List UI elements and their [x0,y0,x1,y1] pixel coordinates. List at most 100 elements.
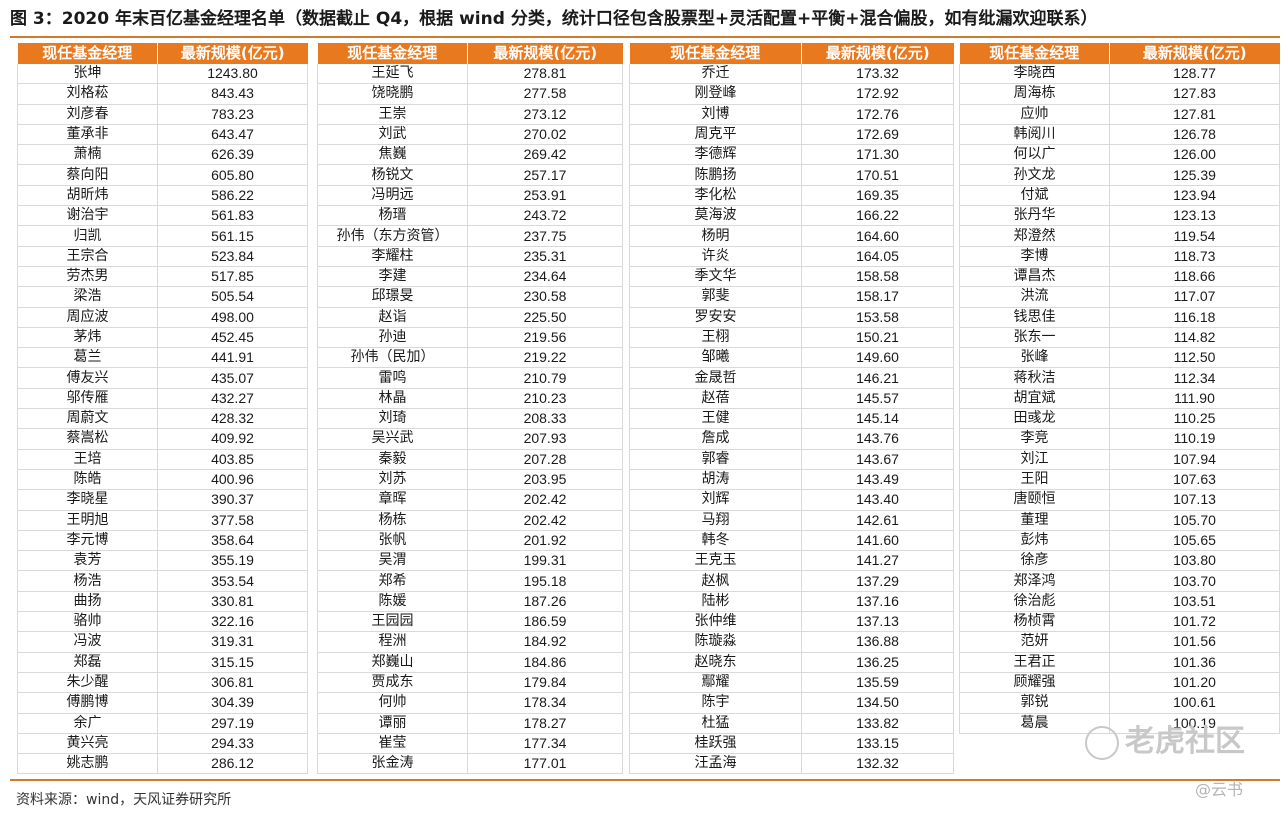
table-row: 劳杰男 517.85 [17,266,308,288]
fund-size: 135.59 [801,672,954,694]
manager-name: 贾成东 [317,672,468,694]
manager-name: 张坤 [17,64,158,85]
manager-name: 洪流 [959,286,1110,308]
manager-name: 郭斐 [629,286,802,308]
table-row: 刘格菘 843.43 [17,83,308,105]
manager-name: 陈璇淼 [629,631,802,653]
fund-size: 177.01 [467,753,623,775]
manager-name: 朱少醒 [17,672,158,694]
manager-name: 张东一 [959,327,1110,349]
fund-size: 123.94 [1109,185,1280,207]
manager-name: 李竞 [959,428,1110,450]
manager-name: 桂跃强 [629,733,802,755]
table-row: 吴兴武 207.93 [317,428,623,450]
table-row: 洪流 117.07 [959,286,1280,308]
fund-size: 187.26 [467,591,623,613]
table-row: 雷鸣 210.79 [317,367,623,389]
table-row: 王园园 186.59 [317,611,623,633]
manager-name: 孙伟（民加） [317,347,468,369]
fund-size: 107.13 [1109,489,1280,511]
manager-name: 孙文龙 [959,164,1110,186]
fund-size: 330.81 [157,591,308,613]
manager-name: 刘格菘 [17,83,158,105]
table-row: 刚登峰 172.92 [629,83,954,105]
table-header-row: 现任基金经理 最新规模(亿元) [959,43,1280,64]
fund-size: 269.42 [467,144,623,166]
table-row: 李化松 169.35 [629,185,954,207]
fund-size: 143.76 [801,428,954,450]
table-row: 曲扬 330.81 [17,591,308,613]
table-row: 张帆 201.92 [317,530,623,552]
manager-name: 郑巍山 [317,652,468,673]
manager-name: 李元博 [17,530,158,552]
table-row: 刘琦 208.33 [317,408,623,430]
table-row: 季文华 158.58 [629,266,954,288]
fund-size: 561.15 [157,225,308,247]
manager-name: 章晖 [317,489,468,511]
fund-size: 230.58 [467,286,623,308]
manager-name: 张丹华 [959,205,1110,227]
fund-size: 117.07 [1109,286,1280,308]
manager-name: 胡昕炜 [17,185,158,207]
manager-name: 余广 [17,713,158,734]
fund-size: 219.56 [467,327,623,349]
manager-name: 王明旭 [17,510,158,531]
manager-name: 吴兴武 [317,428,468,450]
manager-name: 傅鹏博 [17,692,158,714]
table-row: 葛晨 100.19 [959,713,1280,734]
fund-size: 626.39 [157,144,308,166]
fund-size: 105.65 [1109,530,1280,552]
header-size: 最新规模(亿元) [801,43,954,64]
fund-size: 110.19 [1109,428,1280,450]
table-row: 焦巍 269.42 [317,144,623,166]
fund-size: 172.69 [801,124,954,146]
table-row: 胡昕炜 586.22 [17,185,308,207]
manager-name: 冯明远 [317,185,468,207]
table-row: 董理 105.70 [959,510,1280,531]
table-row: 傅友兴 435.07 [17,367,308,389]
table-row: 杨桢霄 101.72 [959,611,1280,633]
table-row: 郭斐 158.17 [629,286,954,308]
table-row: 张峰 112.50 [959,347,1280,369]
manager-name: 萧楠 [17,144,158,166]
fund-size: 783.23 [157,104,308,125]
manager-name: 董承非 [17,124,158,146]
table-row: 贾成东 179.84 [317,672,623,694]
table-row: 吴渭 199.31 [317,550,623,572]
fund-size: 195.18 [467,570,623,592]
manager-name: 邬传雁 [17,388,158,410]
fund-size: 435.07 [157,367,308,389]
table-row: 张丹华 123.13 [959,205,1280,227]
fund-size: 143.67 [801,449,954,470]
manager-name: 劳杰男 [17,266,158,288]
watermark-logo: 老虎社区 [1085,722,1245,762]
manager-name: 王克玉 [629,550,802,572]
table-row: 赵蓓 145.57 [629,388,954,410]
fund-size: 208.33 [467,408,623,430]
manager-name: 郑磊 [17,652,158,673]
table-row: 王阳 107.63 [959,469,1280,491]
manager-name: 刘辉 [629,489,802,511]
table-row: 蒋秋洁 112.34 [959,367,1280,389]
manager-name: 刘博 [629,104,802,125]
table-row: 刘辉 143.40 [629,489,954,511]
table-row: 余广 297.19 [17,713,308,734]
fund-size: 202.42 [467,510,623,531]
fund-size: 142.61 [801,510,954,531]
fund-size: 133.82 [801,713,954,734]
table-row: 杨瑨 243.72 [317,205,623,227]
table-row: 顾耀强 101.20 [959,672,1280,694]
table-row: 谢治宇 561.83 [17,205,308,227]
table-row: 王明旭 377.58 [17,510,308,531]
table-row: 郑泽鸿 103.70 [959,570,1280,592]
table-row: 周蔚文 428.32 [17,408,308,430]
manager-name: 杨栋 [317,510,468,531]
table-row: 饶晓鹏 277.58 [317,83,623,105]
fund-size: 253.91 [467,185,623,207]
fund-size: 149.60 [801,347,954,369]
manager-name: 王园园 [317,611,468,633]
manager-name: 雷鸣 [317,367,468,389]
manager-name: 王阳 [959,469,1110,491]
fund-size: 306.81 [157,672,308,694]
watermark-icon [1085,725,1119,760]
